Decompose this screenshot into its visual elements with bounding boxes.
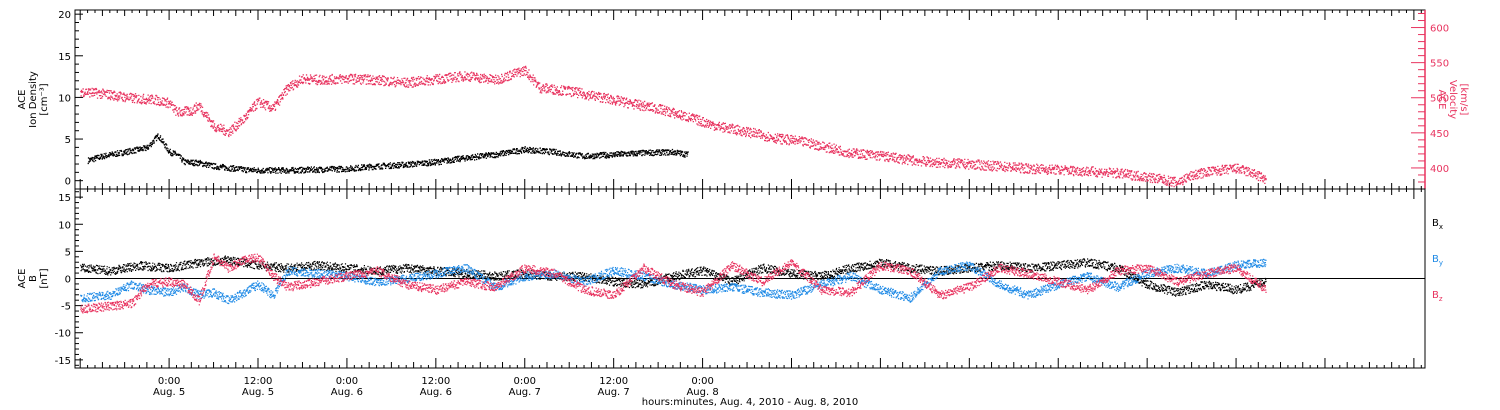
density-axis-label-line: ACE <box>17 90 28 110</box>
x-tick-time: 12:00 <box>421 376 450 387</box>
b-axis-tick-label: 5 <box>65 247 71 258</box>
x-tick-time: 12:00 <box>244 376 273 387</box>
x-tick-date: Aug. 7 <box>509 387 541 398</box>
x-tick-time: 0:00 <box>514 376 536 387</box>
b-axis-tick-label: -15 <box>55 356 71 367</box>
density-axis-label-line: [cm⁻³] <box>39 83 50 115</box>
x-tick-time: 0:00 <box>336 376 358 387</box>
legend-bz: Bz <box>1432 290 1443 303</box>
b-axis-tick-label: 15 <box>58 193 71 204</box>
b-axis-tick-label: -10 <box>55 329 71 340</box>
velocity-axis-tick-label: 550 <box>1430 59 1449 70</box>
density-axis-tick-label: 0 <box>65 177 71 188</box>
b-axis-tick-label: -5 <box>61 302 71 313</box>
b-axis-label-line: B <box>28 275 39 282</box>
x-tick-time: 12:00 <box>599 376 628 387</box>
density-axis-tick-label: 15 <box>58 52 71 63</box>
legend-bx: Bx <box>1432 218 1443 231</box>
b-axis-tick-label: 0 <box>65 275 71 286</box>
density-axis-tick-label: 20 <box>58 10 71 21</box>
b-axis-label-line: ACE <box>17 269 28 289</box>
velocity-axis-tick-label: 500 <box>1430 94 1449 105</box>
b-axis-tick-label: 10 <box>58 220 71 231</box>
velocity-axis-label-line: [km/s] <box>1458 84 1469 116</box>
velocity-axis-label-line: ACE <box>1436 90 1447 110</box>
x-tick-date: Aug. 7 <box>598 387 630 398</box>
velocity-axis-label-line: Velocity <box>1447 80 1458 119</box>
field-bx-trace <box>80 255 1267 297</box>
velocity-scatter-points <box>80 65 1267 188</box>
x-tick-date: Aug. 6 <box>420 387 452 398</box>
field-bz-trace <box>80 253 1267 314</box>
magnetic-field-panel: -15 -10 -5 0 5 10 15 ACE B [nT] Bx By Bz <box>17 188 1443 369</box>
x-tick-date: Aug. 6 <box>331 387 363 398</box>
legend-by: By <box>1432 254 1443 267</box>
x-tick-date: Aug. 8 <box>686 387 718 398</box>
density-axis-tick-label: 10 <box>58 93 71 104</box>
velocity-axis-tick-label: 450 <box>1430 129 1449 140</box>
x-axis-title: hours:minutes, Aug. 4, 2010 - Aug. 8, 20… <box>642 397 858 408</box>
density-axis-label-line: Ion Density <box>28 71 39 128</box>
x-tick-date: Aug. 5 <box>242 387 274 398</box>
velocity-axis-tick-label: 400 <box>1430 164 1449 175</box>
x-tick-time: 0:00 <box>691 376 713 387</box>
density-axis-tick-label: 5 <box>65 135 71 146</box>
b-axis-label-line: [nT] <box>39 268 50 288</box>
density-scatter-points <box>87 133 689 174</box>
velocity-axis-tick-label: 600 <box>1430 24 1449 35</box>
x-tick-date: Aug. 5 <box>153 387 185 398</box>
x-tick-time: 0:00 <box>158 376 180 387</box>
